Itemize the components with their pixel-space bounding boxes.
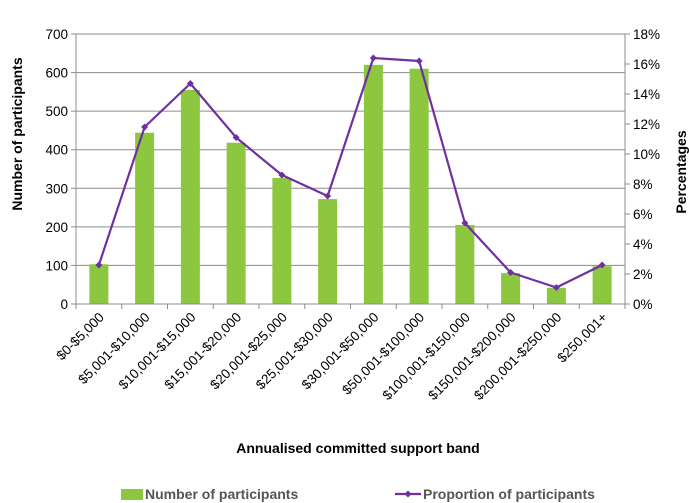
y2-tick-label: 0%: [633, 297, 653, 312]
y-axis-title: Number of participants: [9, 57, 25, 210]
line-point: [461, 219, 469, 227]
bar: [180, 89, 200, 304]
x-axis-title: Annualised committed support band: [236, 440, 479, 456]
x-tick-label: $50,001-$100,000: [339, 310, 427, 398]
x-tick-label: $30,001-$50,000: [299, 310, 382, 393]
y2-tick-label: 14%: [633, 87, 660, 102]
x-tick-label: $100,001-$150,000: [380, 310, 473, 403]
y-tick-label: 400: [45, 143, 68, 158]
bar: [89, 264, 109, 304]
bar: [546, 287, 566, 304]
line-point: [369, 54, 377, 62]
x-tick-label: $25,001-$30,000: [253, 310, 336, 393]
proportion-line: [97, 56, 603, 289]
y2-tick-label: 8%: [633, 177, 653, 192]
line-point: [324, 192, 332, 200]
y2-tick-label: 12%: [633, 117, 660, 132]
bar: [272, 177, 292, 304]
line-point: [552, 284, 560, 291]
line-point: [141, 123, 149, 131]
y2-tick-label: 16%: [633, 57, 660, 72]
legend-label-bars: Number of participants: [145, 486, 298, 502]
y2-axis-title: Percentages: [673, 130, 689, 213]
y-tick-label: 300: [45, 181, 68, 196]
y2-tick-label: 6%: [633, 207, 653, 222]
legend-item-line: Proportion of participants: [395, 486, 595, 502]
line-point: [95, 261, 103, 269]
bar: [135, 132, 155, 304]
x-tick-label: $250,001+: [554, 309, 610, 365]
y2-tick-label: 4%: [633, 237, 653, 252]
bar: [226, 142, 246, 304]
y2-tick-label: 10%: [633, 147, 660, 162]
legend-marker-line: [404, 490, 412, 498]
line-point: [186, 80, 194, 87]
line-point: [507, 269, 515, 276]
y-tick-label: 600: [45, 66, 68, 81]
x-tick-label: $200,001-$250,000: [471, 310, 564, 403]
x-tick-label: $20,001-$25,000: [207, 310, 290, 393]
bar: [409, 68, 429, 304]
legend-item-bars: Number of participants: [121, 486, 298, 502]
legend: Number of participants Proportion of par…: [121, 486, 595, 502]
bar: [318, 199, 338, 304]
line-point: [278, 171, 286, 179]
bar: [455, 224, 475, 304]
bar-series: [89, 64, 612, 304]
line-point: [415, 57, 423, 65]
line-point: [598, 261, 606, 269]
bar: [363, 64, 383, 304]
legend-swatch-bars: [121, 489, 143, 500]
y-tick-label: 700: [45, 27, 68, 42]
y-tick-label: 200: [45, 220, 68, 235]
y-tick-label: 500: [45, 104, 68, 119]
line-series: [95, 54, 606, 291]
x-tick-label: $150,001-$200,000: [425, 310, 518, 403]
x-tick-label: $10,001-$15,000: [116, 310, 199, 393]
y2-tick-label: 18%: [633, 27, 660, 42]
y2-tick-label: 2%: [633, 267, 653, 282]
gridlines: [76, 33, 625, 266]
bar: [592, 266, 612, 304]
y-tick-label: 0: [60, 297, 68, 312]
line-point: [232, 134, 240, 141]
legend-label-line: Proportion of participants: [423, 486, 595, 502]
x-tick-label: $15,001-$20,000: [161, 310, 244, 393]
bar: [501, 273, 521, 304]
y-tick-label: 100: [45, 258, 68, 273]
